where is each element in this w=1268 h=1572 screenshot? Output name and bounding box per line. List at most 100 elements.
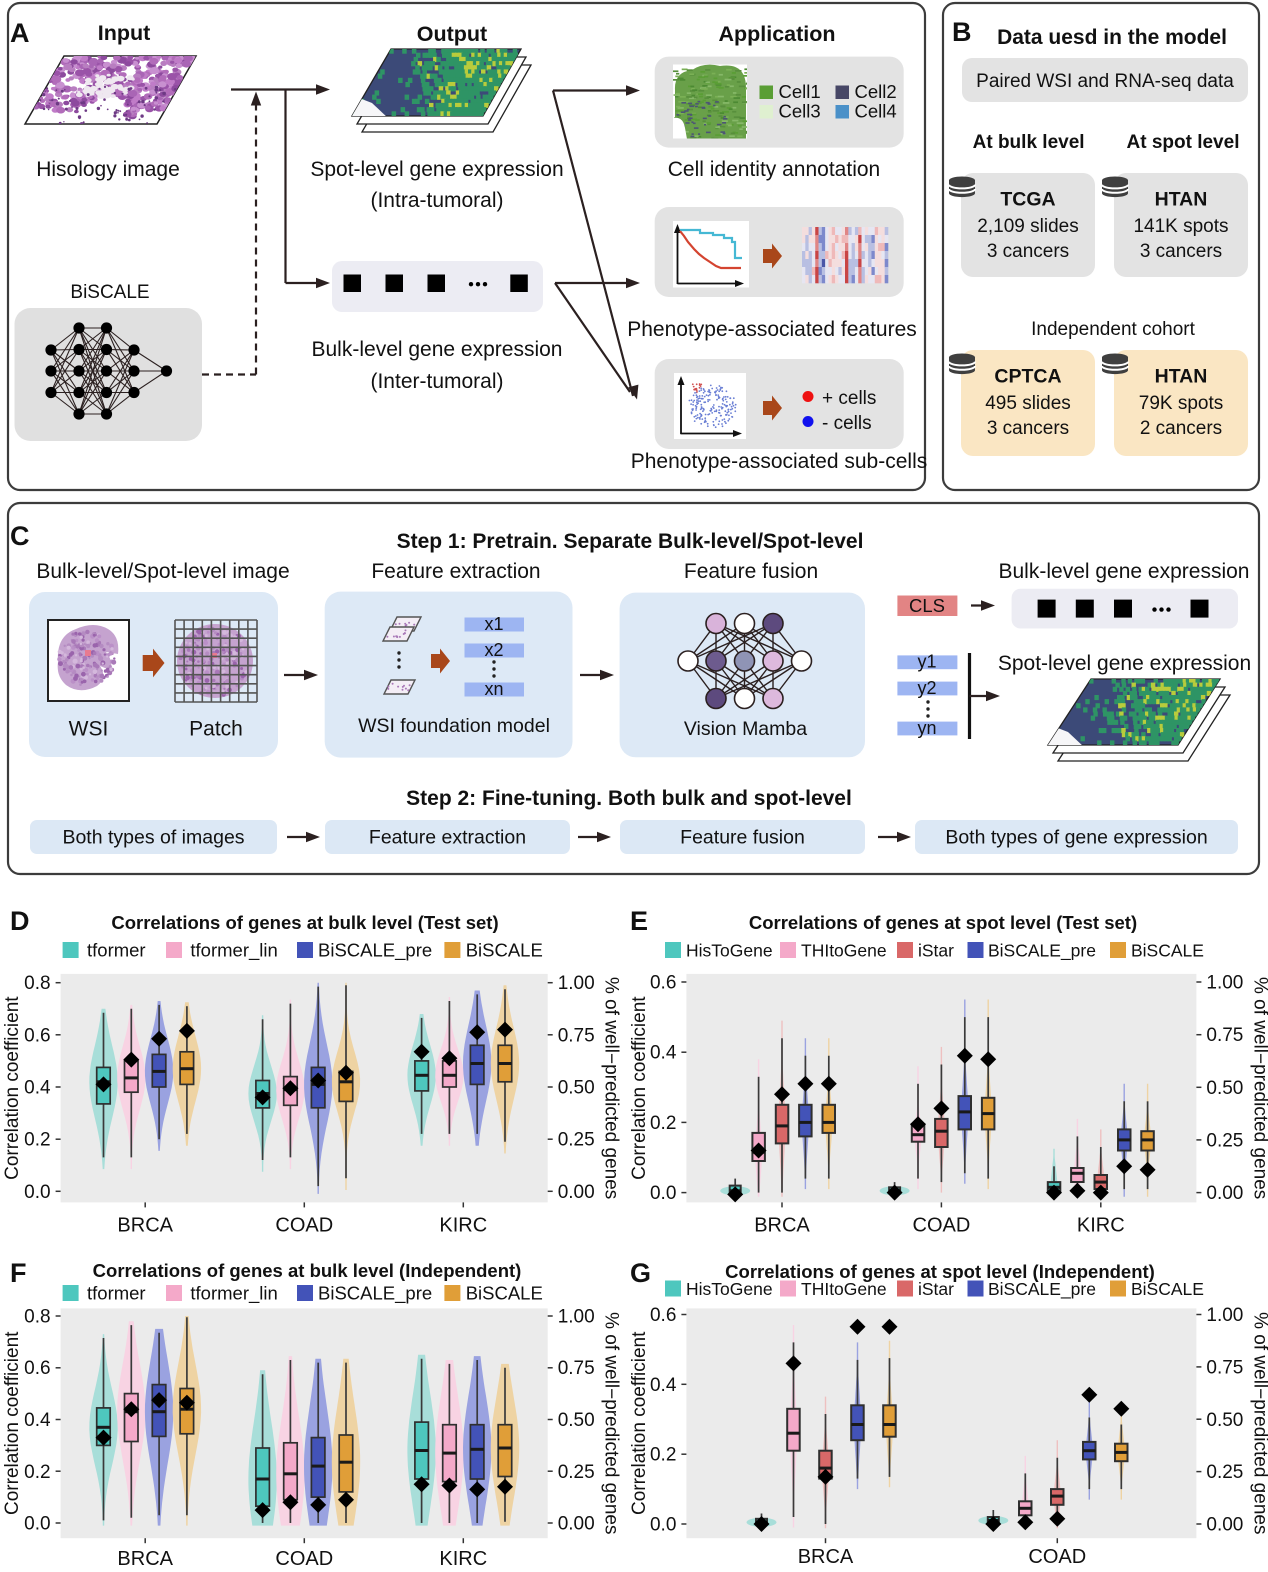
svg-text:0.0: 0.0 — [650, 1515, 676, 1536]
svg-text:BRCA: BRCA — [754, 1215, 810, 1237]
svg-text:0.00: 0.00 — [558, 1182, 595, 1203]
svg-text:Correlation coefficient: Correlation coefficient — [629, 996, 650, 1180]
svg-text:Bulk-level gene expression: Bulk-level gene expression — [312, 338, 563, 361]
svg-text:0.2: 0.2 — [650, 1113, 676, 1134]
svg-text:0.4: 0.4 — [24, 1078, 51, 1099]
svg-text:Feature extraction: Feature extraction — [371, 560, 540, 583]
svg-text:HisToGene: HisToGene — [686, 941, 773, 961]
svg-text:Spot-level gene expression: Spot-level gene expression — [998, 652, 1251, 675]
svg-text:Phenotype-associated sub-cells: Phenotype-associated sub-cells — [631, 450, 928, 473]
svg-text:0.00: 0.00 — [558, 1514, 595, 1535]
svg-text:0.6: 0.6 — [650, 1305, 676, 1326]
svg-text:KIRC: KIRC — [439, 1548, 487, 1567]
svg-text:Correlation coefficient: Correlation coefficient — [2, 996, 23, 1180]
svg-text:+ cells: + cells — [822, 388, 876, 409]
svg-text:WSI foundation model: WSI foundation model — [358, 715, 550, 737]
svg-text:Output: Output — [417, 22, 487, 46]
svg-text:0.8: 0.8 — [24, 1307, 50, 1328]
svg-text:1.00: 1.00 — [1206, 973, 1243, 994]
svg-text:At bulk level: At bulk level — [973, 132, 1085, 153]
svg-text:BRCA: BRCA — [117, 1215, 173, 1237]
svg-text:Feature extraction: Feature extraction — [369, 827, 526, 849]
svg-text:iStar: iStar — [918, 941, 954, 961]
svg-text:0.25: 0.25 — [1206, 1462, 1243, 1483]
svg-text:Independent cohort: Independent cohort — [1031, 319, 1195, 340]
svg-text:tformer_lin: tformer_lin — [190, 1283, 277, 1305]
svg-text:0.2: 0.2 — [24, 1462, 50, 1483]
svg-text:BiSCALE: BiSCALE — [466, 940, 543, 961]
svg-text:495 slides: 495 slides — [985, 393, 1071, 414]
svg-text:0.0: 0.0 — [24, 1514, 50, 1535]
svg-text:0.6: 0.6 — [650, 973, 676, 994]
svg-text:Both types of images: Both types of images — [62, 827, 244, 849]
svg-text:0.00: 0.00 — [1206, 1515, 1243, 1536]
svg-text:Cell2: Cell2 — [855, 81, 897, 102]
svg-text:tformer_lin: tformer_lin — [190, 940, 277, 962]
svg-text:COAD: COAD — [913, 1215, 971, 1237]
svg-text:tformer: tformer — [87, 1283, 146, 1304]
svg-text:BiSCALE: BiSCALE — [70, 282, 149, 303]
svg-text:0.25: 0.25 — [558, 1462, 595, 1483]
svg-text:x2: x2 — [484, 640, 503, 660]
svg-text:BiSCALE: BiSCALE — [466, 1283, 543, 1304]
svg-text:BiSCALE_pre: BiSCALE_pre — [988, 1279, 1096, 1300]
svg-text:3 cancers: 3 cancers — [987, 241, 1069, 262]
svg-text:y1: y1 — [917, 652, 936, 672]
svg-text:0.25: 0.25 — [1206, 1130, 1243, 1151]
svg-text:BRCA: BRCA — [798, 1546, 854, 1567]
svg-text:0.0: 0.0 — [650, 1183, 676, 1204]
svg-text:1.00: 1.00 — [558, 973, 595, 994]
svg-text:xn: xn — [484, 679, 503, 699]
svg-text:y2: y2 — [917, 678, 936, 698]
svg-text:BiSCALE_pre: BiSCALE_pre — [318, 940, 432, 962]
svg-text:1.00: 1.00 — [1206, 1305, 1243, 1326]
svg-text:Step 1: Pretrain. Separate Bul: Step 1: Pretrain. Separate Bulk-level/Sp… — [397, 530, 864, 553]
svg-text:Cell identity annotation: Cell identity annotation — [668, 158, 880, 181]
svg-text:HisToGene: HisToGene — [686, 1279, 773, 1299]
svg-text:3 cancers: 3 cancers — [1140, 241, 1222, 262]
svg-text:Correlation coefficient: Correlation coefficient — [2, 1331, 23, 1515]
svg-text:Data uesd in the model: Data uesd in the model — [997, 26, 1227, 49]
svg-text:Cell3: Cell3 — [779, 101, 821, 122]
svg-text:tformer: tformer — [87, 940, 146, 961]
svg-text:0.6: 0.6 — [24, 1358, 50, 1379]
svg-text:Bulk-level gene expression: Bulk-level gene expression — [999, 560, 1250, 583]
svg-text:COAD: COAD — [275, 1215, 333, 1237]
svg-text:CPTCA: CPTCA — [994, 366, 1061, 388]
svg-text:0.50: 0.50 — [1206, 1410, 1243, 1431]
svg-text:2 cancers: 2 cancers — [1140, 418, 1222, 439]
svg-text:1.00: 1.00 — [558, 1307, 595, 1328]
svg-text:BiSCALE: BiSCALE — [1131, 941, 1204, 961]
svg-text:0.75: 0.75 — [558, 1358, 595, 1379]
svg-text:0.50: 0.50 — [558, 1078, 595, 1099]
svg-text:Hisology image: Hisology image — [36, 158, 180, 181]
svg-text:BRCA: BRCA — [117, 1548, 173, 1567]
svg-text:BiSCALE: BiSCALE — [1131, 1279, 1204, 1299]
svg-text:0.2: 0.2 — [24, 1130, 50, 1151]
svg-text:Vision Mamba: Vision Mamba — [684, 718, 807, 740]
svg-text:Patch: Patch — [189, 718, 243, 741]
svg-text:Step 2: Fine-tuning. Both bulk: Step 2: Fine-tuning. Both bulk and spot-… — [406, 787, 852, 810]
svg-text:Cell4: Cell4 — [855, 101, 897, 122]
svg-text:x1: x1 — [484, 614, 503, 634]
svg-text:HTAN: HTAN — [1155, 189, 1208, 211]
svg-text:0.75: 0.75 — [1206, 1357, 1243, 1378]
svg-text:Paired WSI and RNA-seq data: Paired WSI and RNA-seq data — [976, 71, 1234, 92]
svg-text:0.25: 0.25 — [558, 1130, 595, 1151]
svg-text:0.4: 0.4 — [650, 1375, 677, 1396]
svg-text:Both types of gene expression: Both types of gene expression — [945, 827, 1207, 849]
svg-text:% of well−predicted genes: % of well−predicted genes — [601, 977, 622, 1199]
svg-text:Feature fusion: Feature fusion — [684, 560, 818, 583]
svg-text:0.6: 0.6 — [24, 1025, 50, 1046]
svg-text:141K spots: 141K spots — [1133, 216, 1228, 237]
svg-text:0.2: 0.2 — [650, 1445, 676, 1466]
svg-text:D: D — [10, 906, 30, 936]
svg-text:BiSCALE_pre: BiSCALE_pre — [318, 1283, 432, 1305]
svg-text:% of well−predicted genes: % of well−predicted genes — [601, 1312, 622, 1534]
svg-text:WSI: WSI — [69, 718, 109, 741]
svg-text:(Inter-tumoral): (Inter-tumoral) — [370, 370, 503, 393]
svg-text:COAD: COAD — [275, 1548, 333, 1567]
svg-text:E: E — [630, 906, 648, 936]
svg-text:COAD: COAD — [1028, 1546, 1086, 1567]
svg-text:0.75: 0.75 — [558, 1025, 595, 1046]
